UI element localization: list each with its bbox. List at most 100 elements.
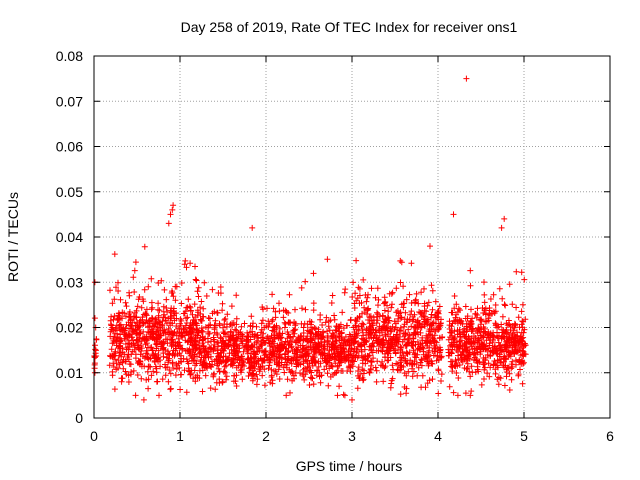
data-point <box>163 320 170 327</box>
data-point <box>233 327 240 334</box>
data-point <box>144 368 151 375</box>
data-point <box>346 331 353 338</box>
data-point <box>291 350 298 357</box>
data-point <box>155 347 162 354</box>
data-point <box>126 309 133 315</box>
data-point <box>515 314 522 321</box>
data-point <box>197 304 204 311</box>
data-point <box>192 263 198 270</box>
data-point <box>119 309 126 316</box>
data-point <box>360 339 367 346</box>
data-point <box>386 290 393 297</box>
data-point <box>397 344 404 350</box>
data-point <box>152 341 159 348</box>
data-point <box>418 356 425 363</box>
data-point <box>309 375 315 382</box>
data-point <box>426 377 433 384</box>
data-point <box>374 358 381 365</box>
data-point <box>252 359 259 366</box>
data-point <box>270 344 276 351</box>
data-point <box>191 357 198 364</box>
data-point <box>139 316 146 323</box>
data-point <box>168 290 175 296</box>
data-point <box>130 337 137 344</box>
data-point <box>272 308 279 315</box>
data-point <box>481 291 488 298</box>
y-tick-label: 0.07 <box>56 93 83 109</box>
data-point <box>321 339 328 346</box>
data-point <box>118 337 125 344</box>
data-point <box>264 305 270 312</box>
data-point <box>206 330 213 337</box>
data-point <box>275 366 282 373</box>
data-point <box>241 320 248 327</box>
data-point <box>235 354 242 361</box>
data-point <box>143 306 150 313</box>
data-point <box>373 378 380 385</box>
data-point <box>317 351 324 358</box>
data-point <box>336 383 343 390</box>
data-point <box>428 322 435 329</box>
data-point <box>361 304 368 311</box>
data-point <box>276 359 283 366</box>
data-point <box>355 327 362 334</box>
data-point <box>425 361 432 367</box>
data-point <box>116 316 123 322</box>
data-point <box>403 385 410 392</box>
data-point <box>382 298 389 305</box>
data-point <box>427 357 433 364</box>
data-point <box>385 308 392 315</box>
data-point <box>188 308 194 314</box>
data-point <box>429 306 436 313</box>
data-point <box>162 372 169 379</box>
data-point <box>262 339 269 346</box>
data-point <box>108 346 115 353</box>
data-point <box>209 286 216 293</box>
data-point <box>145 323 152 330</box>
data-point <box>219 337 226 344</box>
data-point <box>436 303 443 310</box>
data-point <box>310 270 317 277</box>
data-point <box>367 343 374 350</box>
data-point <box>266 335 272 342</box>
data-point <box>191 316 198 323</box>
data-point <box>395 336 402 343</box>
data-point <box>325 382 332 389</box>
data-point <box>200 343 207 350</box>
data-point <box>321 366 328 373</box>
data-point <box>273 324 280 331</box>
data-point <box>205 322 212 329</box>
data-point <box>329 292 336 299</box>
data-point <box>163 354 170 361</box>
data-point <box>337 351 344 358</box>
data-point <box>288 338 295 345</box>
data-point <box>390 345 397 352</box>
data-point <box>163 305 170 311</box>
data-point <box>240 358 247 365</box>
data-point <box>253 381 260 388</box>
data-point <box>333 346 340 353</box>
data-point <box>417 359 424 366</box>
data-point <box>186 368 193 375</box>
data-point <box>161 286 168 293</box>
data-point <box>216 320 223 327</box>
data-point <box>365 291 371 298</box>
data-point <box>155 314 162 321</box>
data-point <box>138 338 145 345</box>
y-tick-label: 0.04 <box>56 229 83 245</box>
data-point <box>415 364 422 371</box>
data-point <box>118 378 125 385</box>
data-point <box>195 284 202 291</box>
data-point <box>466 368 473 375</box>
data-point <box>360 276 367 283</box>
data-point <box>312 345 319 352</box>
data-point <box>162 314 169 321</box>
data-point <box>392 324 399 331</box>
data-point <box>282 338 289 345</box>
data-point <box>142 341 149 348</box>
data-point <box>355 364 362 371</box>
data-point <box>286 291 293 298</box>
data-point <box>150 368 157 375</box>
data-point <box>285 357 292 364</box>
data-point <box>187 260 194 267</box>
